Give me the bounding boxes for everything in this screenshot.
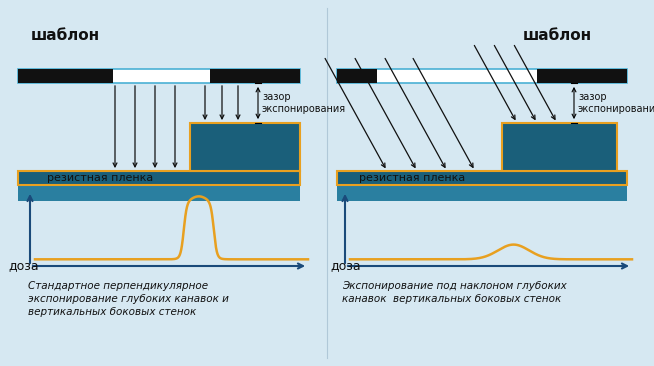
Bar — [18, 185, 300, 201]
Text: Стандартное перпендикулярное
экспонирование глубоких канавок и
вертикальных боко: Стандартное перпендикулярное экспонирова… — [28, 281, 229, 317]
Text: шаблон: шаблон — [31, 29, 99, 44]
Bar — [210, 69, 300, 83]
Bar — [537, 69, 627, 83]
Text: резистная пленка: резистная пленка — [359, 173, 465, 183]
Bar — [18, 171, 300, 185]
Text: зазор
экспонирования: зазор экспонирования — [262, 92, 346, 114]
Text: зазор
экспонирования: зазор экспонирования — [578, 92, 654, 114]
Bar — [337, 185, 627, 201]
Text: доза: доза — [330, 259, 360, 273]
Bar — [502, 123, 617, 171]
Text: резистная пленка: резистная пленка — [47, 173, 153, 183]
Bar — [18, 69, 300, 83]
Text: доза: доза — [8, 259, 39, 273]
Text: шаблон: шаблон — [523, 29, 592, 44]
Bar — [337, 171, 627, 185]
Text: Экспонирование под наклоном глубоких
канавок  вертикальных боковых стенок: Экспонирование под наклоном глубоких кан… — [342, 281, 567, 304]
Bar — [337, 69, 377, 83]
Bar — [190, 123, 300, 171]
Bar — [18, 69, 113, 83]
Bar — [337, 69, 627, 83]
